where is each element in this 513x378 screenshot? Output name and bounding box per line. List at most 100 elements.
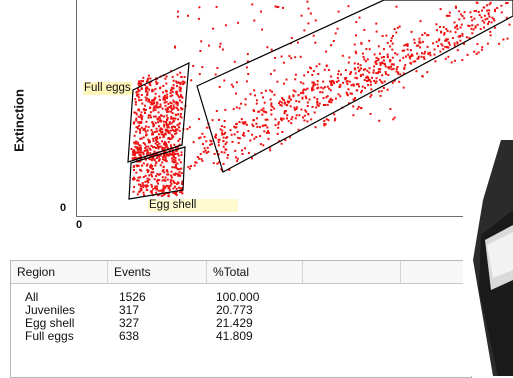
event-dot: [377, 72, 379, 74]
event-dot: [236, 130, 239, 133]
event-dot: [354, 50, 357, 53]
col-header-empty-2[interactable]: [401, 261, 471, 283]
event-dot: [140, 187, 143, 190]
event-dot: [449, 30, 452, 33]
event-dot: [310, 118, 313, 121]
event-dot: [353, 98, 356, 101]
event-dot: [303, 114, 306, 117]
event-dot: [160, 119, 163, 122]
table-row[interactable]: Full eggs 638 41.809: [11, 330, 471, 342]
event-dot: [297, 94, 300, 97]
event-dot: [296, 106, 299, 109]
event-dot: [287, 120, 290, 123]
event-dot: [135, 151, 137, 154]
event-dot: [223, 133, 226, 135]
event-dot: [255, 122, 258, 125]
event-dot: [152, 188, 155, 191]
event-dot: [313, 96, 316, 99]
event-dot: [329, 80, 331, 83]
event-dot: [384, 65, 387, 68]
event-dot: [153, 178, 156, 181]
event-dot: [225, 24, 227, 27]
event-dot: [202, 143, 204, 146]
event-dot: [136, 125, 139, 128]
table-row[interactable]: Juveniles 317 20.773: [11, 304, 471, 316]
event-dot: [245, 80, 248, 83]
event-dot: [455, 6, 457, 9]
col-header-empty-1[interactable]: [303, 261, 401, 283]
event-dot: [435, 40, 438, 43]
event-dot: [295, 114, 298, 117]
event-dot: [370, 88, 373, 91]
event-dot: [140, 94, 143, 96]
event-dot: [262, 107, 265, 110]
event-dot: [447, 55, 450, 58]
table-row[interactable]: All 1526 100.000: [11, 291, 471, 303]
event-dot: [139, 169, 142, 172]
event-dot: [179, 94, 182, 97]
event-dot: [163, 98, 166, 101]
event-dot: [177, 174, 180, 177]
event-dot: [392, 35, 394, 37]
event-dot: [170, 106, 173, 109]
event-dot: [168, 132, 171, 135]
event-dot: [140, 84, 143, 86]
event-dot: [261, 124, 264, 127]
juveniles-gate[interactable]: [196, 0, 513, 173]
event-dot: [423, 58, 426, 60]
egg-shell-gate[interactable]: [128, 146, 186, 200]
scatter-plot-svg[interactable]: [0, 0, 513, 250]
event-dot: [157, 121, 160, 124]
event-dot: [252, 109, 255, 112]
event-dot: [147, 169, 150, 172]
event-dot: [173, 173, 176, 176]
event-dot: [362, 56, 365, 58]
event-dot: [153, 153, 156, 156]
event-dot: [143, 104, 146, 107]
event-dot: [142, 80, 144, 83]
event-dot: [137, 179, 140, 182]
event-dot: [429, 51, 431, 54]
event-dot: [175, 165, 177, 168]
event-dot: [463, 17, 466, 20]
cell-pct-total: 100.000: [216, 290, 260, 304]
event-dot: [492, 18, 495, 21]
event-dot: [296, 41, 299, 44]
event-dot: [383, 48, 385, 51]
event-dot: [207, 150, 210, 153]
event-dot: [155, 157, 158, 159]
col-header-region[interactable]: Region: [11, 261, 108, 283]
event-dot: [177, 10, 179, 13]
event-dot: [218, 138, 221, 141]
event-dot: [415, 44, 418, 47]
event-dot: [175, 106, 178, 109]
full-eggs-gate[interactable]: [127, 62, 190, 163]
event-dot: [255, 136, 258, 138]
event-dot: [367, 84, 370, 87]
event-dot: [201, 66, 204, 69]
event-dot: [448, 14, 451, 17]
table-row[interactable]: Egg shell 327 21.429: [11, 317, 471, 329]
event-dot: [134, 103, 137, 106]
event-dot: [136, 193, 139, 196]
event-dot: [367, 79, 370, 82]
event-dot: [179, 187, 182, 190]
event-dot: [261, 28, 264, 31]
event-dot: [468, 25, 471, 27]
event-dot: [426, 45, 429, 48]
event-dot: [277, 123, 280, 126]
event-dot: [145, 145, 148, 148]
col-header-events[interactable]: Events: [108, 261, 207, 283]
event-dot: [494, 26, 497, 29]
event-dot: [172, 104, 175, 107]
event-dot: [180, 154, 183, 157]
col-header-pct-total[interactable]: %Total: [207, 261, 303, 283]
event-dot: [410, 30, 413, 33]
event-dot: [274, 56, 277, 59]
event-dot: [466, 53, 469, 56]
event-dot: [331, 80, 333, 82]
event-dot: [347, 88, 350, 91]
event-dot: [475, 1, 478, 4]
event-dot: [174, 128, 177, 131]
cell-events: 638: [119, 329, 140, 343]
